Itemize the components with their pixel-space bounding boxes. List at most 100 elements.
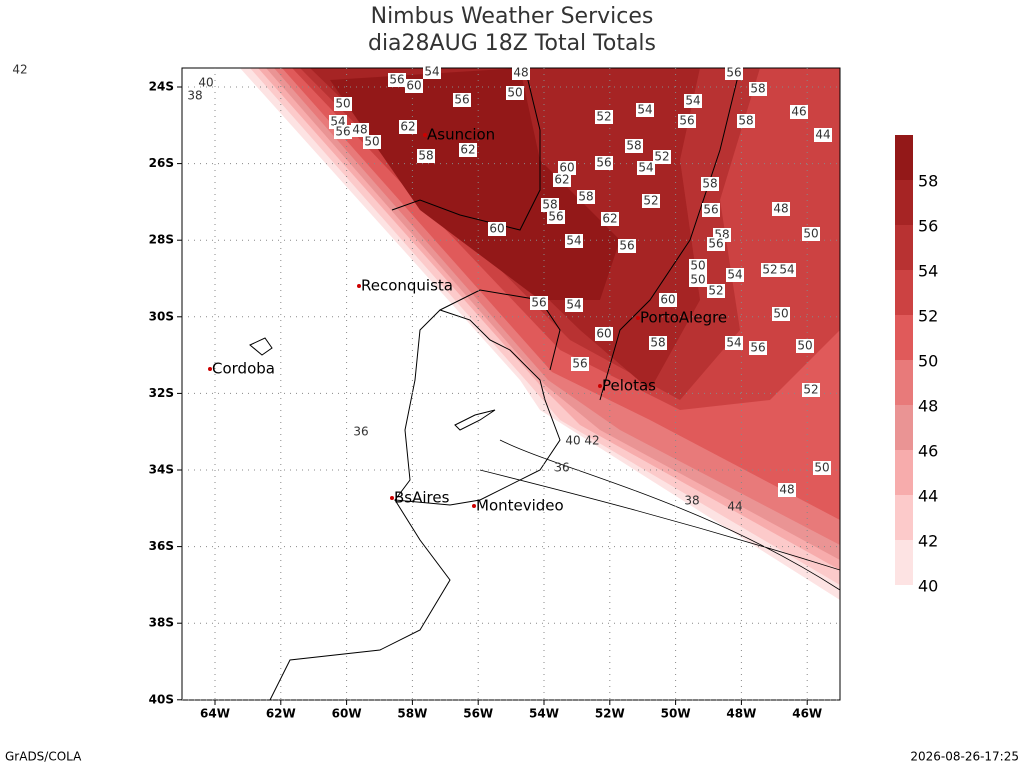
contour-label-bg [678, 114, 696, 128]
footer-left: GrADS/COLA [5, 750, 82, 764]
lat-label: 34S [149, 463, 174, 477]
title: Nimbus Weather Services [371, 4, 654, 29]
contour-label: 52 [643, 194, 658, 208]
contour-label: 58 [626, 139, 641, 153]
contour-label: 56 [548, 210, 563, 224]
contour-label-bg [653, 150, 671, 164]
contour-label-bg [813, 461, 831, 475]
contour-label: 52 [803, 383, 818, 397]
contour-label: 48 [513, 66, 528, 80]
city-dot [598, 384, 602, 388]
colorbar-label: 48 [918, 397, 938, 416]
contour-label-bg [351, 123, 369, 137]
contour-label-bg [512, 66, 530, 80]
contour-label-bg [749, 82, 767, 96]
colorbar-label: 50 [918, 352, 938, 371]
colorbar-swatch [895, 540, 913, 585]
contour-label-bg [778, 483, 796, 497]
contour-label: 52 [708, 284, 723, 298]
colorbar-label: 54 [918, 262, 938, 281]
city-label: Pelotas [602, 377, 656, 395]
contour-label: 50 [364, 135, 379, 149]
colorbar-label: 40 [918, 577, 938, 596]
contour-label: 54 [638, 161, 653, 175]
contour-label-bg [453, 93, 471, 107]
city-dot [423, 133, 427, 137]
lon-label: 60W [332, 707, 362, 721]
contour-label: 36 [554, 461, 569, 475]
contour-label: 56 [679, 114, 694, 128]
city-label: PortoAlegre [640, 309, 727, 327]
contour-label: 48 [779, 483, 794, 497]
contour-label-bg [707, 284, 725, 298]
contour-label: 62 [602, 212, 617, 226]
contour-label: 62 [400, 120, 415, 134]
lon-label: 48W [726, 707, 756, 721]
coastline [269, 499, 451, 700]
contour-label-bg [772, 307, 790, 321]
city-dot [390, 496, 394, 500]
lat-label: 32S [149, 386, 174, 400]
contour-label: 50 [507, 86, 522, 100]
contour-label: 54 [566, 298, 581, 312]
contour-label: 42 [584, 434, 599, 448]
city-dot [357, 284, 361, 288]
contour-label: 62 [460, 143, 475, 157]
contour-label: 36 [353, 425, 368, 439]
contour-label: 56 [708, 237, 723, 251]
contour-label: 56 [703, 203, 718, 217]
city-dot [208, 367, 212, 371]
contour-label-bg [399, 120, 417, 134]
contour-label: 56 [335, 125, 350, 139]
contour-label: 56 [389, 73, 404, 87]
colorbar-swatch [895, 135, 913, 180]
contour-label-bg [541, 198, 559, 212]
lat-label: 26S [149, 156, 174, 170]
lat-label: 28S [149, 233, 174, 247]
contour-label: 50 [690, 273, 705, 287]
city-label: Cordoba [212, 360, 275, 378]
lat-label: 38S [149, 616, 174, 630]
coastline [599, 68, 741, 401]
shading [240, 68, 840, 700]
contour-label-bg [405, 79, 423, 93]
contour-label-bg [689, 273, 707, 287]
contour-label-bg [530, 296, 548, 310]
contour-label-bg [725, 336, 743, 350]
coastline [394, 309, 561, 506]
contour-label-bg [796, 339, 814, 353]
subtitle: dia28AUG 18Z Total Totals [368, 31, 656, 56]
colorbar-swatch [895, 405, 913, 450]
city-dot [636, 316, 640, 320]
contour-label-bg [595, 327, 613, 341]
contour-label-bg [577, 190, 595, 204]
contour-label: 40 [565, 434, 580, 448]
colorbar-label: 58 [918, 172, 938, 191]
contour-label: 62 [554, 173, 569, 187]
contour-label: 48 [352, 123, 367, 137]
contour-label-bg [547, 210, 565, 224]
lon-label: 64W [200, 707, 230, 721]
contour-label-bg [637, 161, 655, 175]
contour-label: 56 [619, 239, 634, 253]
contour-label: 58 [738, 114, 753, 128]
contour-label: 46 [791, 105, 806, 119]
contour-label-bg [790, 105, 808, 119]
contour-label-bg [802, 383, 820, 397]
contour-label-bg [417, 149, 435, 163]
contour-label: 38 [187, 89, 202, 103]
contour-label-bg [737, 114, 755, 128]
contour-label-bg [761, 263, 779, 277]
lon-label: 50W [661, 707, 691, 721]
contour-label: 52 [762, 263, 777, 277]
contour-label-bg [702, 203, 720, 217]
contour-label: 56 [572, 357, 587, 371]
contour-label: 40 [198, 76, 213, 90]
contour-label-bg [649, 336, 667, 350]
lat-label: 40S [149, 692, 174, 706]
contour-label: 54 [566, 234, 581, 248]
contour-label: 54 [637, 103, 652, 117]
lon-label: 54W [529, 707, 559, 721]
contour-label: 60 [406, 79, 421, 93]
